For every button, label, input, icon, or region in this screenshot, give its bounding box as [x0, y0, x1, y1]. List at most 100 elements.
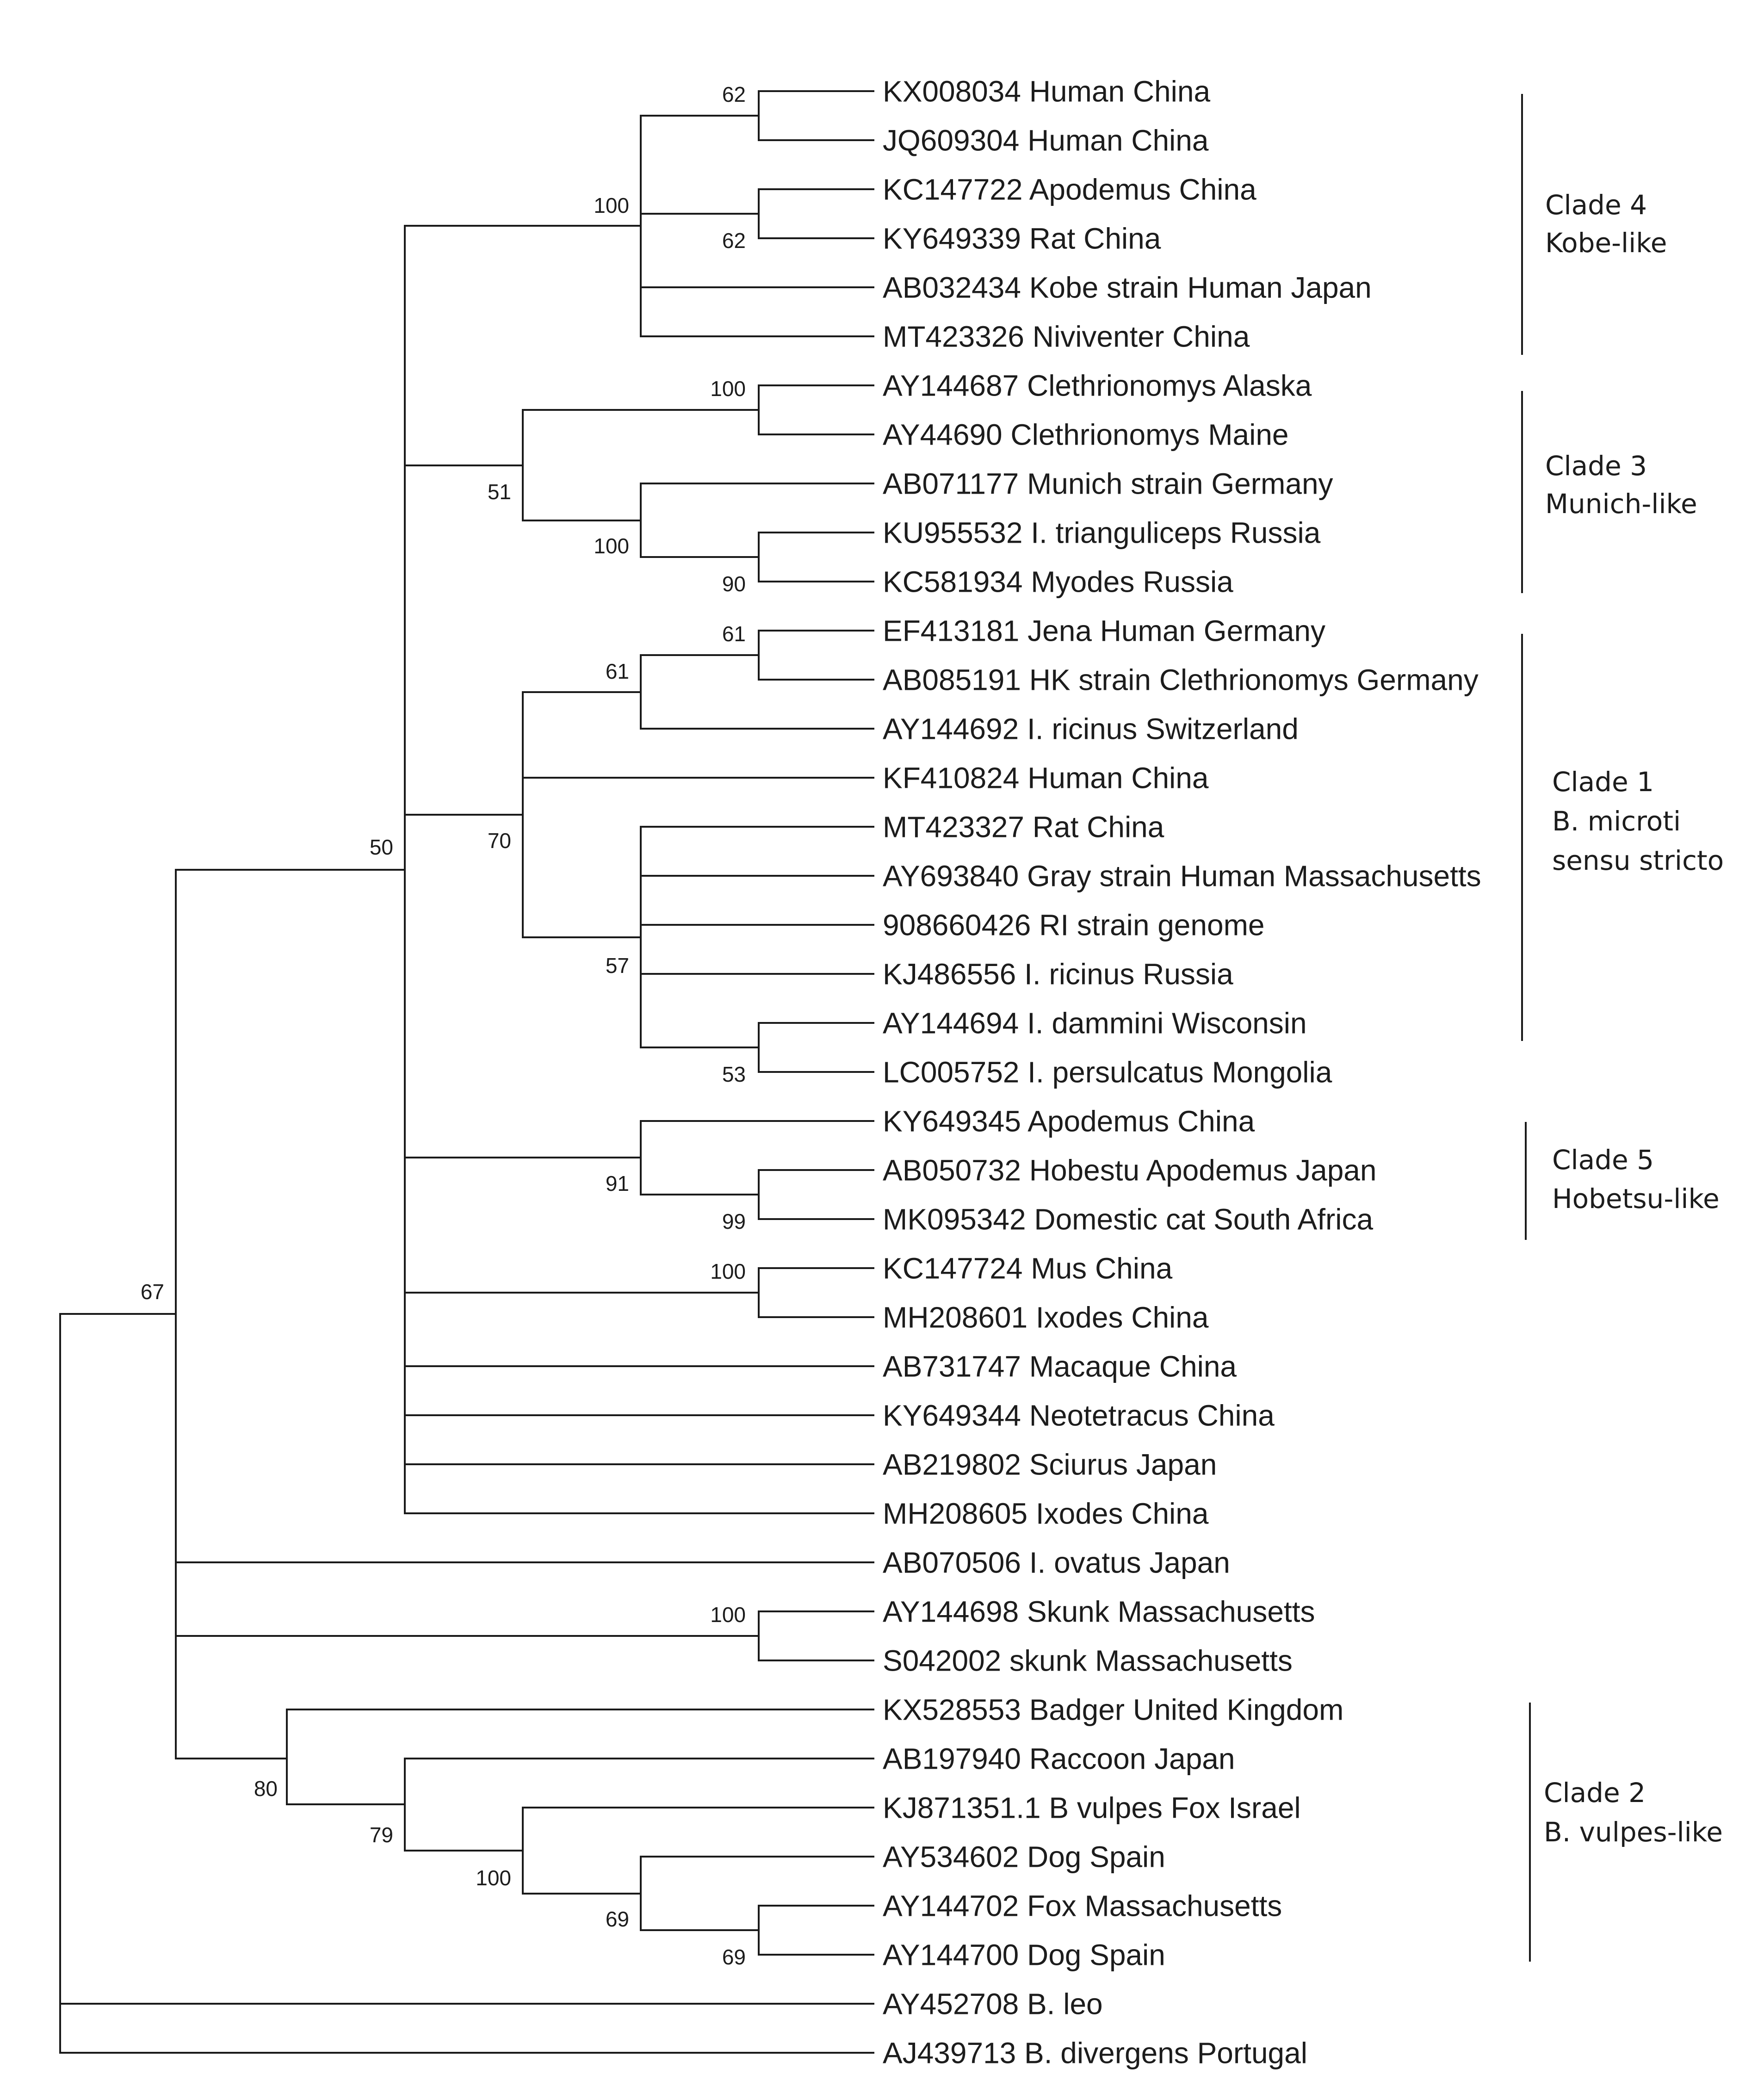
support-value: 91: [606, 1171, 629, 1195]
taxon-label: AY693840 Gray strain Human Massachusetts: [883, 859, 1481, 892]
branch: [758, 188, 874, 239]
taxon-label: AB070506 I. ovatus Japan: [883, 1546, 1230, 1579]
branch: [286, 1709, 874, 1805]
branch: [758, 1905, 874, 1956]
clade-3-description: Munich-like: [1545, 488, 1697, 520]
taxon-label: AB731747 Macaque China: [883, 1350, 1237, 1383]
branch: [640, 115, 874, 337]
clade-2-description: B. vulpes-like: [1544, 1816, 1723, 1848]
support-value: 50: [370, 835, 393, 859]
taxon-label: AB071177 Munich strain Germany: [883, 467, 1333, 500]
branch: [758, 1267, 874, 1318]
taxon-label: KC581934 Myodes Russia: [883, 565, 1233, 598]
branch: [640, 1856, 874, 1931]
clade-3-name: Clade 3: [1545, 450, 1647, 482]
taxon-label: AY534602 Dog Spain: [883, 1840, 1165, 1873]
support-value: 51: [488, 480, 511, 504]
clade-1-description-line2: sensu stricto: [1552, 845, 1724, 876]
taxon-label: KU955532 I. trianguliceps Russia: [883, 516, 1321, 549]
branch: [758, 384, 874, 435]
branch: [758, 532, 874, 582]
taxon-label: KC147722 Apodemus China: [883, 173, 1256, 206]
branch: [640, 826, 874, 1048]
support-value: 70: [488, 829, 511, 853]
branch: [758, 1022, 874, 1073]
branch: [640, 483, 874, 558]
branch: [640, 654, 874, 730]
taxon-label: AY144694 I. dammini Wisconsin: [883, 1006, 1307, 1040]
branch: [758, 1610, 874, 1661]
support-values: 62 62 100 100 100 90 51 61 61 57 53 70 9…: [141, 82, 746, 1969]
taxon-label: AY144698 Skunk Massachusetts: [883, 1595, 1315, 1628]
branch: [404, 1758, 874, 1852]
clade-1-description: B. microti: [1552, 805, 1681, 837]
branch: [522, 1807, 874, 1895]
taxon-label: MK095342 Domestic cat South Africa: [883, 1202, 1374, 1236]
taxon-label: AJ439713 B. divergens Portugal: [883, 2036, 1307, 2069]
support-value: 99: [722, 1209, 746, 1233]
support-value: 100: [710, 377, 746, 401]
taxon-label: AY144687 Clethrionomys Alaska: [883, 369, 1312, 402]
taxon-label: KC147724 Mus China: [883, 1251, 1173, 1285]
support-value: 53: [722, 1062, 746, 1086]
taxon-label: JQ609304 Human China: [883, 124, 1209, 157]
taxon-label: MH208601 Ixodes China: [883, 1301, 1209, 1334]
support-value: 100: [710, 1603, 746, 1627]
clade-5-description: Hobetsu-like: [1552, 1183, 1720, 1214]
taxon-label: 908660426 RI strain genome: [883, 908, 1264, 941]
taxon-label: AY452708 B. leo: [883, 1987, 1103, 2020]
support-value: 67: [141, 1280, 164, 1304]
support-value: 57: [606, 954, 629, 978]
support-value: 100: [594, 534, 629, 558]
branch: [758, 630, 874, 681]
support-value: 62: [722, 229, 746, 253]
branch: [59, 1313, 874, 2054]
support-value: 100: [476, 1866, 511, 1890]
clade-5-name: Clade 5: [1552, 1144, 1654, 1176]
support-value: 69: [722, 1945, 746, 1969]
taxon-label: S042002 skunk Massachusetts: [883, 1644, 1293, 1677]
taxon-label: EF413181 Jena Human Germany: [883, 614, 1325, 647]
branch: [758, 1169, 874, 1220]
branch: [758, 90, 874, 141]
support-value: 69: [606, 1907, 629, 1931]
taxon-label: MT423327 Rat China: [883, 810, 1164, 843]
taxon-label: KY649339 Rat China: [883, 222, 1161, 255]
taxon-label: AY144702 Fox Massachusetts: [883, 1889, 1282, 1922]
taxon-label: AY144700 Dog Spain: [883, 1938, 1165, 1971]
support-value: 100: [594, 193, 629, 217]
taxon-label: KF410824 Human China: [883, 761, 1209, 794]
support-value: 80: [254, 1777, 278, 1801]
clade-4-name: Clade 4: [1545, 189, 1647, 221]
taxon-labels: KX008034 Human China JQ609304 Human Chin…: [883, 74, 1481, 2069]
taxon-label: AB219802 Sciurus Japan: [883, 1448, 1217, 1481]
taxon-label: KX528553 Badger United Kingdom: [883, 1693, 1343, 1726]
taxon-label: AY144692 I. ricinus Switzerland: [883, 712, 1299, 745]
taxon-label: LC005752 I. persulcatus Mongolia: [883, 1055, 1332, 1089]
taxon-label: KJ871351.1 B vulpes Fox Israel: [883, 1791, 1301, 1824]
clade-brackets: [1521, 94, 1531, 1962]
taxon-label: KY649344 Neotetracus China: [883, 1399, 1275, 1432]
support-value: 62: [722, 82, 746, 106]
clade-labels: Clade 4 Kobe-like Clade 3 Munich-like Cl…: [1544, 189, 1724, 1848]
taxon-label: AY44690 Clethrionomys Maine: [883, 418, 1289, 451]
clade-2-name: Clade 2: [1544, 1777, 1646, 1808]
taxon-label: MH208605 Ixodes China: [883, 1497, 1209, 1530]
taxon-label: KX008034 Human China: [883, 74, 1210, 108]
support-value: 100: [710, 1259, 746, 1283]
support-value: 61: [722, 622, 746, 646]
support-value: 79: [370, 1823, 393, 1847]
tree-branches: [59, 90, 874, 2054]
support-value: 90: [722, 572, 746, 596]
branch: [404, 225, 874, 1514]
taxon-label: AB050732 Hobestu Apodemus Japan: [883, 1153, 1376, 1187]
support-value: 61: [606, 659, 629, 683]
clade-4-description: Kobe-like: [1545, 227, 1667, 259]
branch: [640, 1120, 874, 1195]
taxon-label: MT423326 Niviventer China: [883, 320, 1250, 353]
taxon-label: AB085191 HK strain Clethrionomys Germany: [883, 663, 1479, 696]
taxon-label: AB032434 Kobe strain Human Japan: [883, 271, 1372, 304]
branch: [175, 869, 874, 1759]
